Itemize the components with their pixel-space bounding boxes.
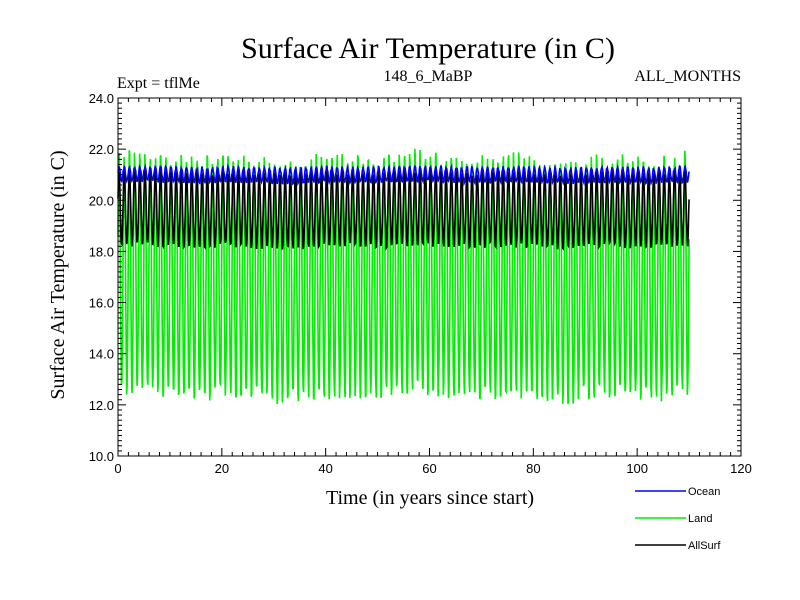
y-tick-label: 10.0 xyxy=(89,449,114,464)
chart-title: Surface Air Temperature (in C) xyxy=(241,32,615,65)
x-axis-label: Time (in years since start) xyxy=(326,487,534,509)
y-tick-label: 24.0 xyxy=(89,91,114,106)
series-layer xyxy=(117,148,690,405)
x-tick-label: 80 xyxy=(526,461,540,476)
y-tick-label: 22.0 xyxy=(89,142,114,157)
x-axis: 0 20 40 60 80 100 120 xyxy=(114,98,752,476)
y-tick-label: 16.0 xyxy=(89,296,114,311)
expt-label: Expt = tflMe xyxy=(117,75,200,92)
y-tick-label: 20.0 xyxy=(89,193,114,208)
y-tick-label: 18.0 xyxy=(89,244,114,259)
y-axis: 10.0 12.0 14.0 16.0 18.0 20.0 22.0 24.0 xyxy=(89,91,741,464)
y-tick-label: 12.0 xyxy=(89,398,114,413)
x-tick-label: 100 xyxy=(626,461,648,476)
series-ocean-line xyxy=(117,163,690,187)
x-tick-label: 60 xyxy=(422,461,436,476)
run-label: 148_6_MaBP xyxy=(384,68,473,85)
months-label: ALL_MONTHS xyxy=(634,68,741,85)
x-tick-label: 40 xyxy=(318,461,332,476)
legend-ocean-label: Ocean xyxy=(688,486,720,498)
series-allsurf-line xyxy=(117,168,690,251)
legend: Ocean Land AllSurf xyxy=(635,486,721,552)
y-axis-label: Surface Air Temperature (in C) xyxy=(47,150,69,399)
legend-allsurf-label: AllSurf xyxy=(688,540,721,552)
x-tick-label: 20 xyxy=(215,461,229,476)
x-tick-label: 120 xyxy=(730,461,752,476)
legend-land-label: Land xyxy=(688,513,712,525)
y-tick-label: 14.0 xyxy=(89,347,114,362)
x-tick-label: 0 xyxy=(114,461,121,476)
